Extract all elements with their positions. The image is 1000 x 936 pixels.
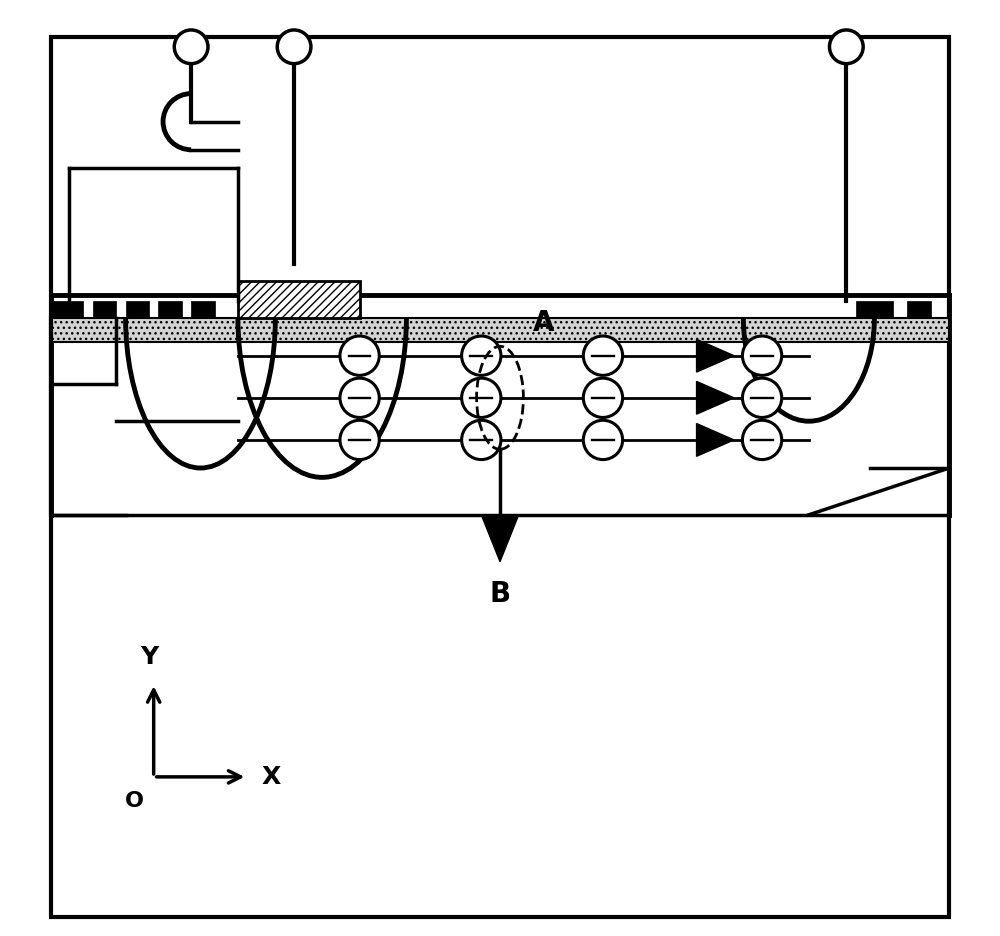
Circle shape: [583, 336, 623, 375]
Circle shape: [277, 30, 311, 64]
Text: X: X: [261, 765, 281, 789]
Text: Y: Y: [140, 645, 158, 669]
Circle shape: [462, 336, 501, 375]
Circle shape: [583, 420, 623, 460]
Polygon shape: [697, 340, 734, 372]
Text: B: B: [489, 580, 511, 608]
Circle shape: [462, 378, 501, 417]
Bar: [126, 301, 149, 318]
Text: A: A: [533, 309, 554, 337]
Circle shape: [340, 336, 379, 375]
Circle shape: [742, 378, 782, 417]
Polygon shape: [481, 515, 519, 562]
Polygon shape: [697, 382, 734, 414]
Text: O: O: [125, 791, 144, 811]
Circle shape: [340, 420, 379, 460]
Bar: [238, 281, 360, 318]
Circle shape: [462, 420, 501, 460]
Circle shape: [829, 30, 863, 64]
Bar: [907, 301, 931, 318]
Circle shape: [742, 336, 782, 375]
Bar: [191, 301, 215, 318]
Circle shape: [340, 378, 379, 417]
Bar: [856, 301, 893, 318]
Circle shape: [742, 420, 782, 460]
Circle shape: [583, 378, 623, 417]
Bar: [51, 318, 949, 342]
Bar: [93, 301, 116, 318]
Circle shape: [174, 30, 208, 64]
Polygon shape: [697, 423, 734, 456]
Bar: [158, 301, 182, 318]
Bar: [51, 301, 83, 318]
